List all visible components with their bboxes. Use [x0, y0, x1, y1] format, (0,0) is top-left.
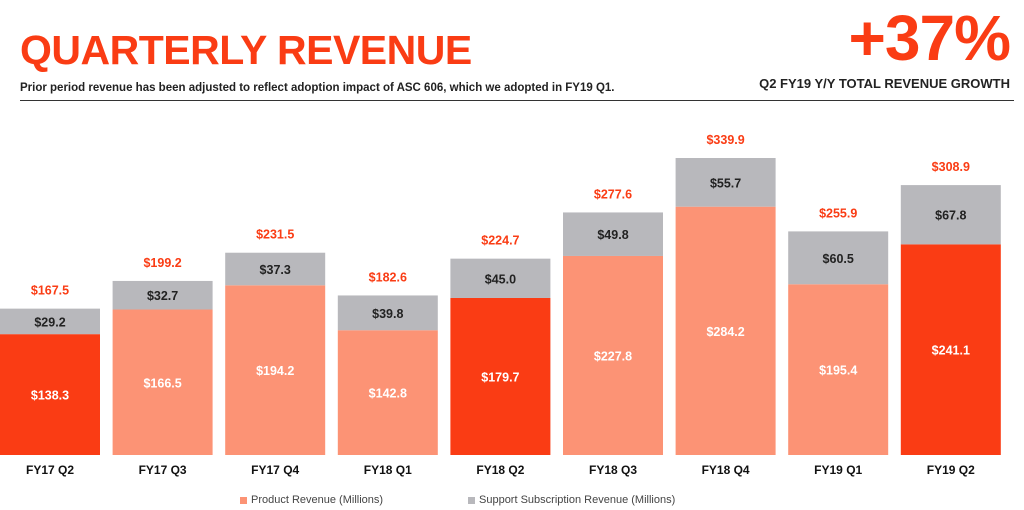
product-value-label: $179.7 [481, 370, 519, 384]
x-tick-label: FY19 Q1 [814, 463, 862, 477]
bar-product [563, 255, 663, 455]
x-tick-label: FY18 Q2 [476, 463, 524, 477]
product-value-label: $142.8 [369, 387, 407, 401]
revenue-chart: $138.3 $29.2 $167.5 FY17 Q2 $166.5 $32.7 $199.… [0, 133, 1001, 477]
product-value-label: $227.8 [594, 349, 632, 363]
bar-product [0, 334, 100, 455]
header-divider [20, 100, 1014, 101]
product-value-label: $195.4 [819, 364, 857, 378]
legend-product: Product Revenue (Millions) [240, 494, 383, 506]
growth-stat-label: Q2 FY19 Y/Y TOTAL REVENUE GROWTH [759, 76, 1010, 91]
growth-stat: +37% [848, 2, 1011, 74]
x-tick-label: FY19 Q2 [927, 463, 975, 477]
support-value-label: $45.0 [485, 272, 516, 286]
legend-product-label: Product Revenue (Millions) [251, 494, 384, 506]
bar-product [112, 309, 213, 455]
bar-support [337, 295, 438, 331]
support-value-label: $39.8 [372, 307, 403, 321]
total-value-label: $167.5 [31, 284, 69, 298]
x-tick-label: FY17 Q3 [139, 463, 187, 477]
bar-support [563, 212, 663, 256]
bar-product [225, 285, 326, 455]
support-value-label: $37.3 [260, 263, 291, 277]
support-value-label: $55.7 [710, 176, 741, 190]
x-tick-label: FY18 Q1 [364, 463, 412, 477]
total-value-label: $277.6 [594, 187, 632, 201]
total-value-label: $308.9 [932, 160, 970, 174]
product-value-label: $284.2 [706, 325, 744, 339]
bar-support [0, 308, 100, 335]
total-value-label: $255.9 [819, 206, 857, 220]
bar-product [675, 206, 776, 455]
support-value-label: $60.5 [823, 252, 854, 266]
support-value-label: $67.8 [935, 209, 966, 223]
total-value-label: $339.9 [706, 133, 744, 147]
bar-support [225, 252, 326, 286]
total-value-label: $224.7 [481, 234, 519, 248]
bar-product [788, 284, 889, 455]
x-tick-label: FY17 Q2 [26, 463, 74, 477]
legend-product-swatch [240, 496, 247, 504]
legend-support-swatch [468, 496, 475, 504]
page-title: QUARTERLY REVENUE [20, 27, 472, 73]
bar-product [900, 244, 1001, 455]
x-tick-label: FY18 Q3 [589, 463, 637, 477]
legend-support-label: Support Subscription Revenue (Millions) [479, 494, 676, 506]
bar-product [450, 297, 551, 455]
x-tick-label: FY18 Q4 [702, 463, 750, 477]
product-value-label: $194.2 [256, 364, 294, 378]
bar-support [450, 258, 551, 298]
x-tick-label: FY17 Q4 [251, 463, 299, 477]
support-value-label: $29.2 [34, 315, 65, 329]
support-value-label: $32.7 [147, 289, 178, 303]
total-value-label: $199.2 [143, 256, 181, 270]
bar-support [112, 280, 213, 310]
bar-product [337, 330, 438, 455]
product-value-label: $138.3 [31, 389, 69, 403]
page-subtitle: Prior period revenue has been adjusted t… [20, 82, 615, 94]
bar-support [675, 158, 776, 207]
product-value-label: $241.1 [932, 344, 970, 358]
legend-support: Support Subscription Revenue (Millions) [468, 494, 675, 506]
support-value-label: $49.8 [597, 228, 628, 242]
total-value-label: $182.6 [369, 270, 407, 284]
product-value-label: $166.5 [143, 376, 181, 390]
bar-support [788, 231, 889, 285]
bar-support [900, 185, 1001, 245]
total-value-label: $231.5 [256, 228, 294, 242]
